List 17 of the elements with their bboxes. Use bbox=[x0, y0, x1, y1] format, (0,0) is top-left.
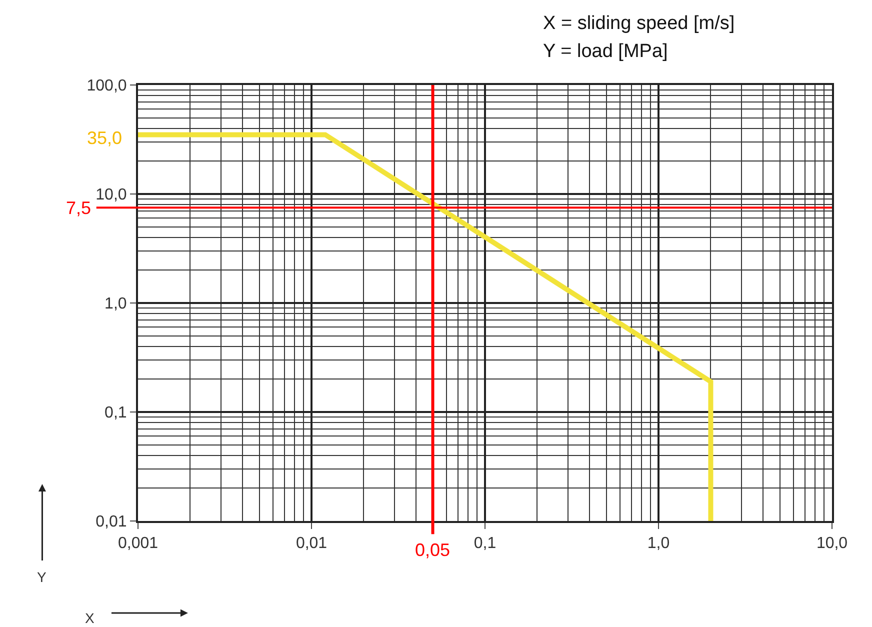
y-tick-label: 0,1 bbox=[104, 404, 127, 422]
y-tick-label: 1,0 bbox=[104, 296, 127, 313]
text: X bbox=[85, 610, 95, 626]
x-tick-label: 0,01 bbox=[296, 535, 328, 552]
text: Y = load [MPa] bbox=[543, 41, 668, 62]
x-tick-label: 1,0 bbox=[647, 535, 670, 552]
ref-line-label: 0,05 bbox=[415, 540, 450, 560]
text: X = sliding speed [m/s] bbox=[543, 13, 735, 34]
ref-line-label: 7,5 bbox=[66, 198, 92, 218]
x-tick-label: 0,001 bbox=[118, 535, 158, 552]
y-tick-label: 0,01 bbox=[96, 514, 127, 531]
x-tick-label: 10,0 bbox=[816, 535, 848, 552]
y-tick-label: 10,0 bbox=[96, 186, 127, 204]
y-tick-label: 100,0 bbox=[86, 78, 127, 95]
text: Y bbox=[37, 569, 47, 585]
x-tick-label: 0,1 bbox=[474, 535, 496, 552]
text: 35,0 bbox=[87, 128, 122, 148]
